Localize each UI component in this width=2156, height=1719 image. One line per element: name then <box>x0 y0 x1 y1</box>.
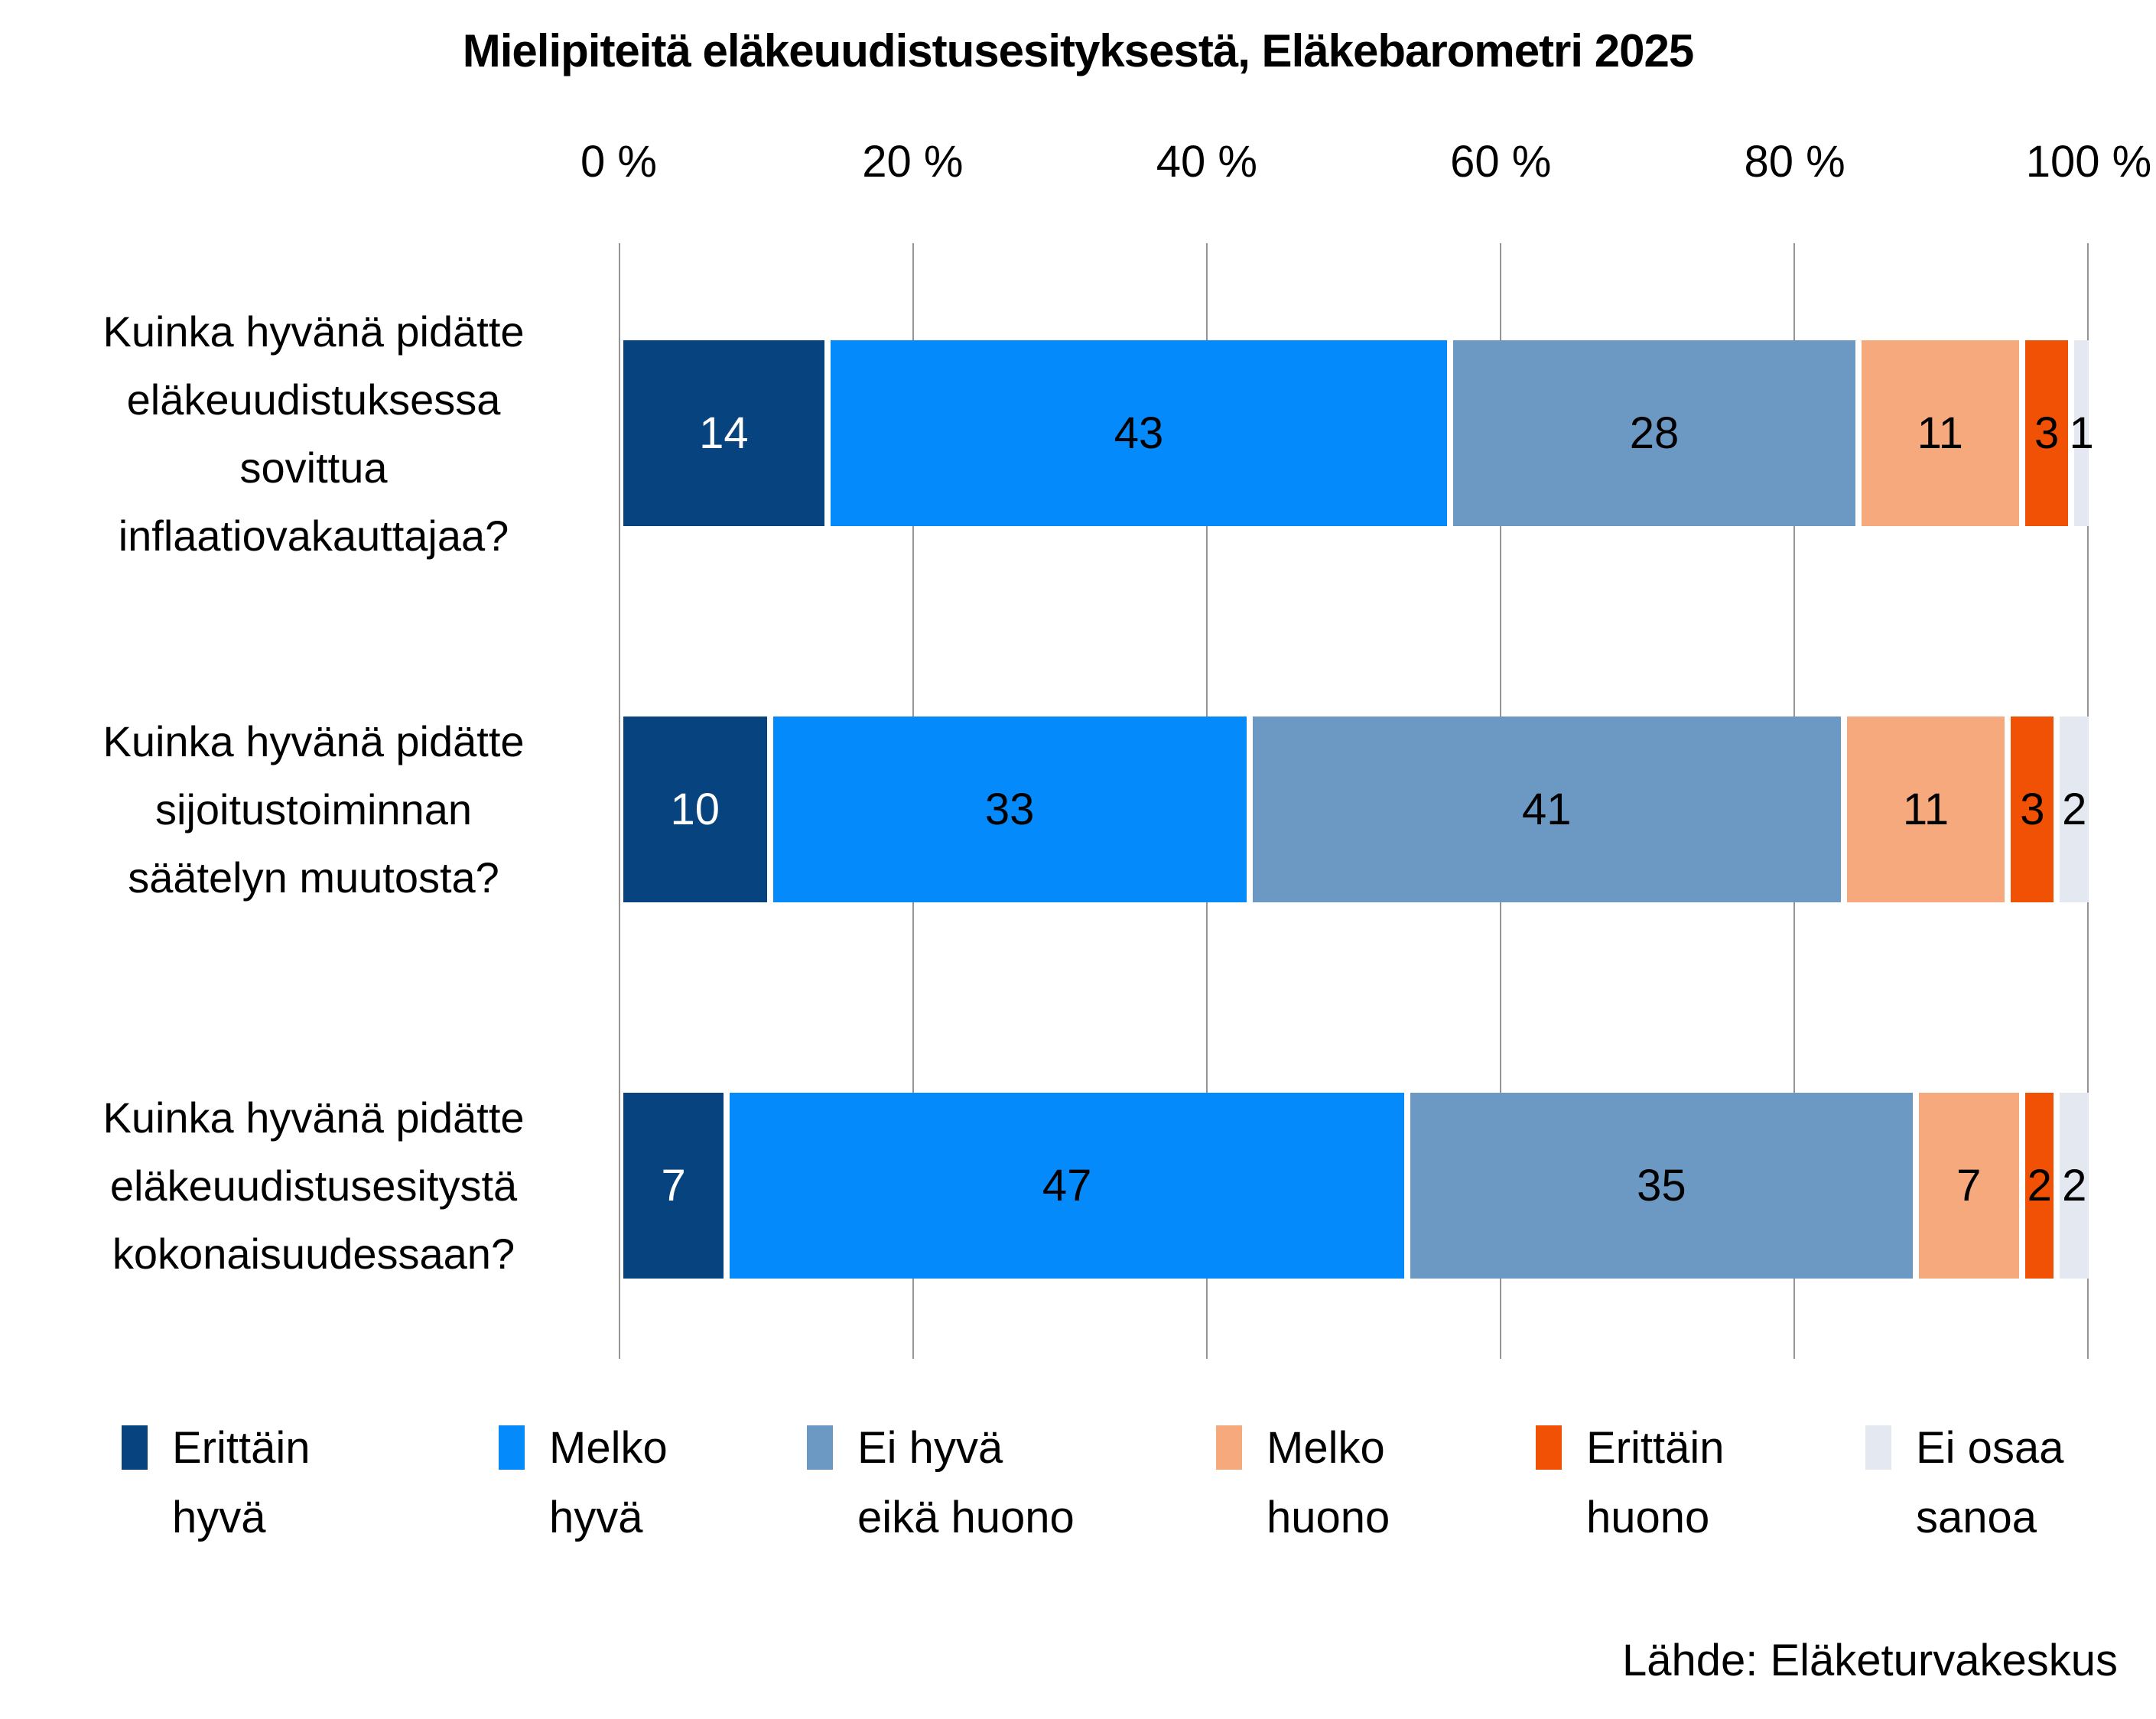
legend-label-line: hyvä <box>549 1493 643 1542</box>
bar-segment: 2 <box>2060 717 2089 902</box>
x-axis-tick-label: 20 % <box>862 137 964 187</box>
bar-segment-value-label: 1 <box>2069 408 2094 458</box>
legend-swatch <box>1216 1425 1242 1470</box>
bar-segment-value-label: 10 <box>670 785 720 834</box>
legend-swatch <box>122 1425 148 1470</box>
legend-label: Ei osaa sanoa <box>1916 1413 2063 1552</box>
legend-label: Erittäin hyvä <box>172 1413 311 1552</box>
category-label-line: säätelyn muutosta? <box>128 853 499 902</box>
bar-segment-value-label: 43 <box>1114 408 1164 458</box>
legend-label-line: sanoa <box>1916 1493 2037 1542</box>
legend-label-line: Erittäin <box>1586 1423 1725 1473</box>
legend-label-line: Melko <box>1267 1423 1385 1473</box>
legend-item: Erittäin hyvä <box>122 1413 311 1552</box>
legend-label-line: hyvä <box>172 1493 266 1542</box>
bar-segment-value-label: 35 <box>1637 1161 1686 1210</box>
bar-segment: 14 <box>623 340 824 526</box>
bar-row: 10 33 41 11 3 2 <box>619 717 2089 902</box>
legend-label: Melko huono <box>1267 1413 1390 1552</box>
bar-segment: 43 <box>830 340 1448 526</box>
bar-segment: 10 <box>623 717 767 902</box>
bar-segment-value-label: 11 <box>1917 408 1963 458</box>
bar-segment-value-label: 7 <box>661 1161 686 1210</box>
bar-segment-value-label: 14 <box>699 408 749 458</box>
bar-segment: 11 <box>1846 717 2005 902</box>
legend-item: Ei osaa sanoa <box>1865 1413 2063 1552</box>
bar-segment-value-label: 2 <box>2027 1161 2052 1210</box>
bar-segment: 28 <box>1453 340 1855 526</box>
legend-label-line: huono <box>1267 1493 1390 1542</box>
legend-item: Ei hyvä eikä huono <box>807 1413 1075 1552</box>
legend-label-line: Melko <box>549 1423 668 1473</box>
category-label-line: eläkeuudistusesitystä <box>109 1162 518 1210</box>
bar-segment-value-label: 28 <box>1629 408 1680 458</box>
bar-segment: 47 <box>730 1093 1405 1279</box>
bar-segment-value-label: 33 <box>984 785 1035 834</box>
bar-segment-value-label: 2 <box>2062 1161 2087 1210</box>
legend-label-line: huono <box>1586 1493 1710 1542</box>
legend-swatch <box>1536 1425 1562 1470</box>
legend-swatch <box>1865 1425 1891 1470</box>
bar-segment-value-label: 7 <box>1956 1161 1982 1210</box>
category-label-line: sovittua <box>239 443 388 492</box>
legend-label-line: Ei hyvä <box>857 1423 1003 1473</box>
gridline <box>619 243 620 1359</box>
bar-segment: 11 <box>1861 340 2019 526</box>
category-label-line: Kuinka hyvänä pidätte <box>102 717 525 765</box>
bar-segment: 41 <box>1252 717 1841 902</box>
category-label-lines: Kuinka hyvänä pidätte eläkeuudistuksessa s… <box>102 297 524 570</box>
legend-swatch <box>807 1425 833 1470</box>
bar-segment-value-label: 3 <box>2020 785 2045 834</box>
bar-segment-value-label: 3 <box>2034 408 2060 458</box>
legend-item: Melko huono <box>1216 1413 1390 1552</box>
category-label-line: kokonaisuudessaan? <box>112 1230 515 1278</box>
category-label-line: sijoitustoiminnan <box>155 785 472 834</box>
category-label-lines: Kuinka hyvänä pidätte eläkeuudistusesitys… <box>102 1084 524 1288</box>
bar-row: 14 43 28 11 3 1 <box>619 340 2094 526</box>
category-label: Kuinka hyvänä pidätte sijoitustoiminnan sä… <box>31 717 597 902</box>
bar-segment: 2 <box>2024 1093 2054 1279</box>
bar-segment-value-label: 2 <box>2062 785 2087 834</box>
bar-row: 7 47 35 7 2 2 <box>619 1093 2089 1279</box>
bar-segment: 7 <box>623 1093 724 1279</box>
bar-segment: 3 <box>2024 340 2069 526</box>
bar-segment: 3 <box>2011 717 2054 902</box>
bar-segment-value-label: 11 <box>1902 785 1950 834</box>
bar-segment: 7 <box>1918 1093 2019 1279</box>
category-label-line: inflaatiovakauttajaa? <box>118 511 509 560</box>
bar-segment-value-label: 47 <box>1042 1161 1092 1210</box>
x-axis-tick-label: 60 % <box>1450 137 1552 187</box>
bar-segment: 35 <box>1410 1093 1913 1279</box>
category-label-line: Kuinka hyvänä pidätte <box>102 1093 525 1142</box>
category-label: Kuinka hyvänä pidätte eläkeuudistuksessa s… <box>31 307 597 560</box>
bar-segment: 1 <box>2070 340 2094 526</box>
legend-item: Melko hyvä <box>499 1413 668 1552</box>
category-label-lines: Kuinka hyvänä pidätte sijoitustoiminnan sä… <box>102 707 524 911</box>
legend-item: Erittäin huono <box>1536 1413 1725 1552</box>
bar-segment: 2 <box>2060 1093 2089 1279</box>
x-axis-tick-label: 40 % <box>1156 137 1257 187</box>
legend-label: Ei hyvä eikä huono <box>857 1413 1075 1552</box>
legend-label: Erittäin huono <box>1586 1413 1725 1552</box>
legend-swatch <box>499 1425 525 1470</box>
bar-segment: 33 <box>772 717 1247 902</box>
category-label-line: Kuinka hyvänä pidätte <box>102 307 525 356</box>
bar-segment-value-label: 41 <box>1521 785 1572 834</box>
chart-title: Mielipiteitä eläkeuudistusesityksestä, E… <box>462 25 1694 76</box>
source-note: Lähde: Eläketurvakeskus <box>1621 1636 2118 1685</box>
category-label-line: eläkeuudistuksessa <box>126 375 501 424</box>
x-axis-tick-label: 0 % <box>580 137 657 187</box>
legend-label-line: Erittäin <box>172 1423 311 1473</box>
legend-label: Melko hyvä <box>549 1413 668 1552</box>
category-label: Kuinka hyvänä pidätte eläkeuudistusesitys… <box>31 1093 597 1279</box>
x-axis-tick-label: 80 % <box>1744 137 1845 187</box>
legend-label-line: eikä huono <box>857 1493 1075 1542</box>
legend-label-line: Ei osaa <box>1916 1423 2064 1473</box>
x-axis-tick-label: 100 % <box>2025 137 2152 187</box>
